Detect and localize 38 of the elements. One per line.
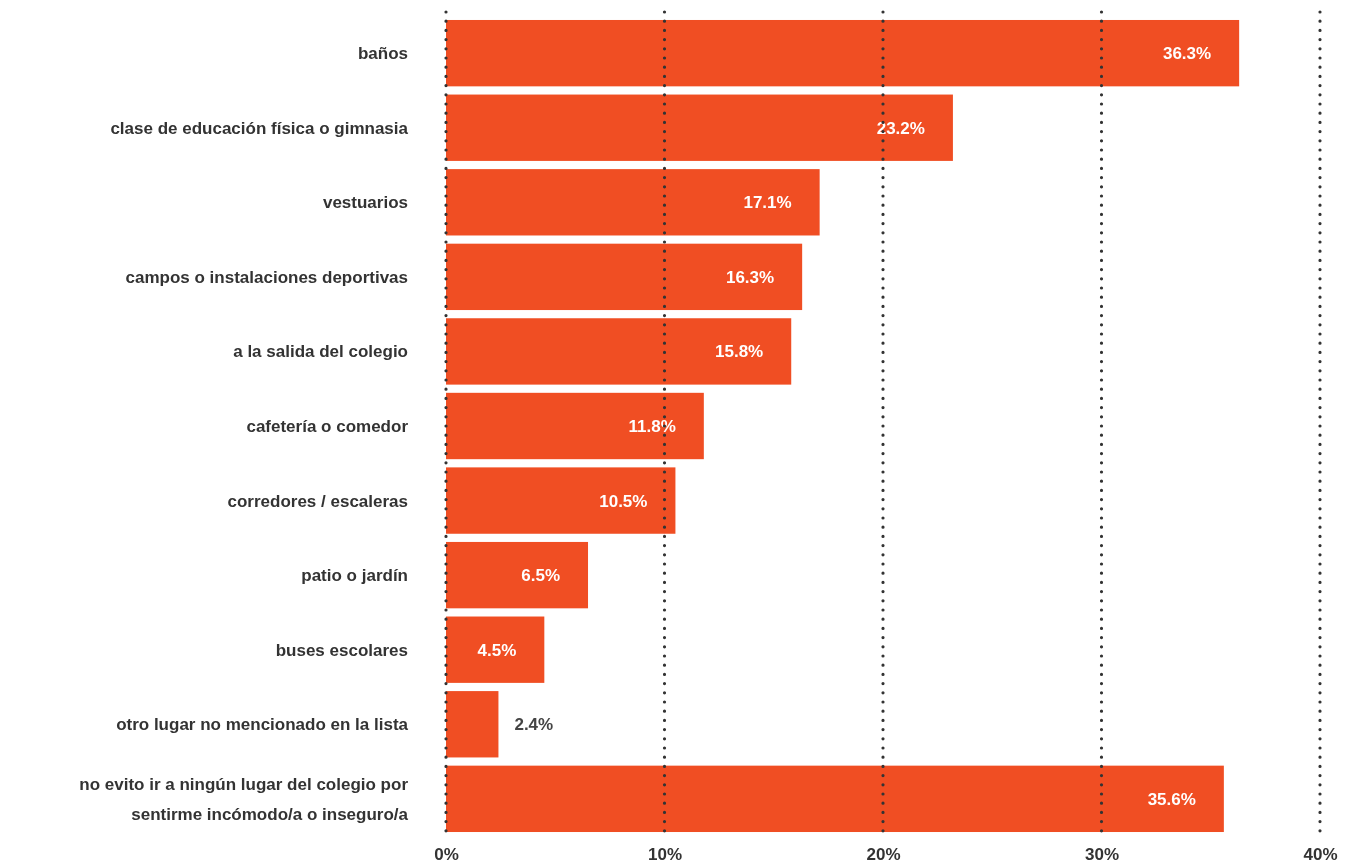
data-label: 16.3% — [725, 267, 775, 287]
y-tick-label: no evito ir a ningún lugar del colegio por sentirme incómodo/a o inseguro/a — [79, 774, 409, 824]
y-tick-label: cafetería o comedor — [246, 416, 409, 436]
data-label: 6.5% — [521, 566, 561, 586]
bar — [446, 467, 676, 534]
bar — [446, 691, 499, 758]
bar — [446, 19, 1240, 87]
data-label: 36.3% — [1162, 44, 1212, 64]
x-tick-label: 0% — [434, 845, 459, 865]
data-label: 2.4% — [514, 715, 554, 735]
y-tick-label: a la salida del colegio — [233, 342, 408, 362]
y-tick-label: baños — [357, 44, 408, 64]
y-tick-label: buses escolares — [275, 640, 408, 660]
y-tick-label: patio o jardín — [301, 566, 408, 586]
bar — [446, 169, 820, 236]
y-tick-label: clase de educación física o gimnasia — [110, 118, 409, 138]
data-label: 35.6% — [1147, 789, 1196, 809]
y-tick-label: otro lugar no mencionado en la lista — [116, 715, 409, 735]
data-label: 23.2% — [876, 118, 925, 138]
y-tick-label: vestuarios — [322, 193, 408, 213]
bar — [446, 541, 589, 609]
data-label: 4.5% — [477, 640, 517, 660]
bar — [446, 616, 545, 683]
y-tick-label: corredores / escaleras — [227, 491, 408, 511]
y-tick-label: campos o instalaciones deportivas — [125, 267, 408, 287]
x-tick-label: 10% — [647, 845, 683, 865]
x-tick-label: 40% — [1303, 845, 1338, 865]
data-label: 10.5% — [599, 491, 648, 511]
x-tick-label: 30% — [1084, 845, 1120, 865]
x-tick-label: 20% — [866, 845, 901, 865]
bar — [446, 94, 953, 161]
bar — [446, 318, 792, 385]
bar — [446, 392, 704, 460]
data-label: 15.8% — [715, 342, 764, 362]
data-label: 11.8% — [628, 416, 676, 436]
data-label: 17.1% — [743, 193, 792, 213]
bar — [446, 243, 803, 311]
bar — [446, 765, 1224, 833]
